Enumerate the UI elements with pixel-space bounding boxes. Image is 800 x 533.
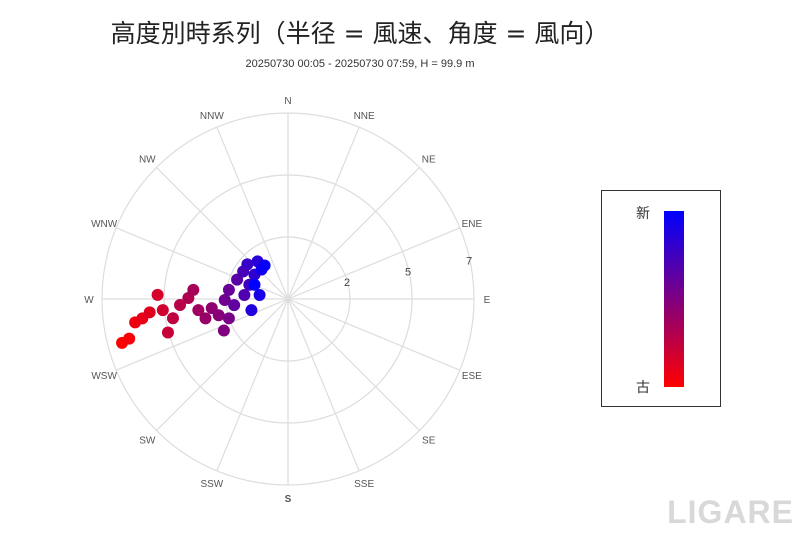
direction-label: NW xyxy=(139,154,156,165)
angular-gridline xyxy=(287,298,420,431)
direction-label: N xyxy=(284,96,291,107)
data-point xyxy=(161,326,174,339)
watermark-logo: LIGARE xyxy=(667,494,794,530)
radial-tick-label: 5 xyxy=(405,266,411,278)
data-point xyxy=(143,306,156,319)
direction-label: W xyxy=(84,295,94,306)
chart-title: 高度別時系列（半径 = 風速、角度 = 風向） xyxy=(110,19,610,48)
data-point xyxy=(241,258,254,271)
angular-gridline xyxy=(287,227,461,300)
data-point xyxy=(258,259,271,272)
direction-label: SW xyxy=(139,436,156,447)
direction-label: WSW xyxy=(91,371,117,382)
direction-label: NNE xyxy=(354,111,375,122)
data-point xyxy=(228,299,241,312)
data-point xyxy=(123,332,136,345)
colorbar xyxy=(664,211,684,387)
data-point xyxy=(174,299,187,312)
direction-label: NE xyxy=(422,154,436,165)
data-point xyxy=(199,312,212,325)
data-point xyxy=(217,324,230,337)
data-point xyxy=(238,288,251,301)
data-point xyxy=(248,278,261,291)
data-point xyxy=(156,304,169,317)
data-point xyxy=(192,304,205,317)
direction-label: ENE xyxy=(462,219,483,230)
direction-label: S xyxy=(285,494,292,505)
chart-subtitle: 20250730 00:05 - 20250730 07:59, H = 99.… xyxy=(245,58,475,70)
data-point xyxy=(187,283,200,296)
data-point xyxy=(218,293,231,306)
angular-gridline xyxy=(216,298,289,472)
data-point xyxy=(253,289,266,302)
radial-tick-label: 7 xyxy=(466,256,472,268)
data-point xyxy=(151,288,164,301)
radial-tick-label: 2 xyxy=(344,277,350,289)
angular-gridline xyxy=(287,167,420,300)
direction-label: SSE xyxy=(354,479,374,490)
data-point xyxy=(222,283,235,296)
direction-label: E xyxy=(484,295,491,306)
angular-gridline xyxy=(115,298,289,371)
data-point xyxy=(166,312,179,325)
angular-gridline xyxy=(287,298,461,371)
direction-label: NNW xyxy=(200,111,224,122)
data-point xyxy=(212,309,225,322)
angular-gridline xyxy=(287,298,360,472)
angular-gridline xyxy=(156,167,289,300)
legend-label-new: 新 xyxy=(636,206,650,222)
direction-label: SE xyxy=(422,436,436,447)
data-point xyxy=(222,312,235,325)
direction-label: ESE xyxy=(462,371,482,382)
legend-label-old: 古 xyxy=(636,380,650,396)
angular-gridline xyxy=(216,126,289,300)
angular-gridline xyxy=(287,126,360,300)
angular-gridline xyxy=(156,298,289,431)
direction-label: SSW xyxy=(200,479,223,490)
data-point xyxy=(245,304,258,317)
color-legend: 新 古 xyxy=(601,190,721,407)
direction-label: WNW xyxy=(91,219,118,230)
